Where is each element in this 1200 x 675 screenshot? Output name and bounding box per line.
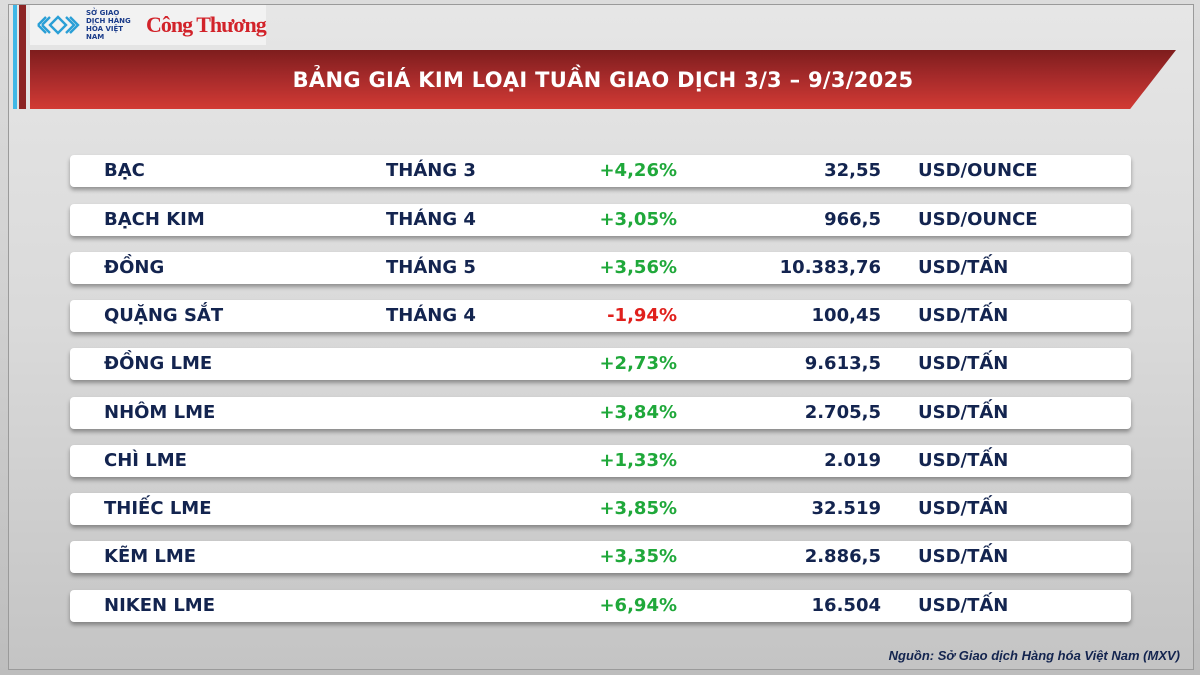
logo-area: SỞ GIAO DỊCH HÀNG HÓA VIỆT NAM Công Thươ… xyxy=(30,5,267,45)
table-row: BẠCH KIM THÁNG 4 +3,05% 966,5 USD/OUNCE xyxy=(70,204,1131,236)
metal-name: ĐỒNG LME xyxy=(104,353,213,374)
price-change: +3,85% xyxy=(599,498,677,519)
price-unit: USD/TẤN xyxy=(918,402,1009,423)
price-value: 32,55 xyxy=(824,160,881,181)
price-unit: USD/OUNCE xyxy=(918,160,1038,181)
accent-bar-red xyxy=(19,5,26,109)
price-value: 966,5 xyxy=(824,209,881,230)
table-row: CHÌ LME +1,33% 2.019 USD/TẤN xyxy=(70,445,1131,477)
price-value: 10.383,76 xyxy=(779,257,881,278)
metal-name: NIKEN LME xyxy=(104,595,216,616)
page-title: BẢNG GIÁ KIM LOẠI TUẦN GIAO DỊCH 3/3 – 9… xyxy=(292,67,914,92)
price-change: +1,33% xyxy=(599,450,677,471)
price-value: 2.019 xyxy=(824,450,881,471)
price-change: +3,84% xyxy=(599,402,677,423)
contract-month: THÁNG 3 xyxy=(386,160,476,181)
metal-name: KẼM LME xyxy=(104,546,197,567)
price-unit: USD/TẤN xyxy=(918,257,1009,278)
price-unit: USD/TẤN xyxy=(918,353,1009,374)
table-row: NHÔM LME +3,84% 2.705,5 USD/TẤN xyxy=(70,397,1131,429)
price-value: 32.519 xyxy=(811,498,881,519)
metal-name: QUẶNG SẮT xyxy=(104,305,224,326)
price-value: 9.613,5 xyxy=(804,353,881,374)
price-change: +2,73% xyxy=(599,353,677,374)
price-change: +3,35% xyxy=(599,546,677,567)
metal-name: THIẾC LME xyxy=(104,498,212,519)
table-row: THIẾC LME +3,85% 32.519 USD/TẤN xyxy=(70,493,1131,525)
price-change: +3,05% xyxy=(599,209,677,230)
price-change: +4,26% xyxy=(599,160,677,181)
price-unit: USD/TẤN xyxy=(918,305,1009,326)
mxv-logo-text: SỞ GIAO DỊCH HÀNG HÓA VIỆT NAM xyxy=(86,9,131,41)
price-unit: USD/TẤN xyxy=(918,498,1009,519)
price-value: 16.504 xyxy=(811,595,881,616)
table-row: KẼM LME +3,35% 2.886,5 USD/TẤN xyxy=(70,541,1131,573)
price-value: 2.886,5 xyxy=(804,546,881,567)
metal-name: BẠCH KIM xyxy=(104,209,205,230)
price-change: -1,94% xyxy=(607,305,677,326)
congthuong-logo: Công Thương xyxy=(146,12,267,37)
metal-name: NHÔM LME xyxy=(104,402,216,423)
price-change: +6,94% xyxy=(599,595,677,616)
accent-bar-blue xyxy=(13,5,17,109)
mxv-logo-icon xyxy=(37,15,80,35)
price-change: +3,56% xyxy=(599,257,677,278)
contract-month: THÁNG 4 xyxy=(386,305,476,326)
source-note: Nguồn: Sở Giao dịch Hàng hóa Việt Nam (M… xyxy=(888,648,1180,663)
contract-month: THÁNG 4 xyxy=(386,209,476,230)
table-row: ĐỒNG LME +2,73% 9.613,5 USD/TẤN xyxy=(70,348,1131,380)
price-unit: USD/TẤN xyxy=(918,595,1009,616)
price-value: 100,45 xyxy=(811,305,881,326)
metal-name: CHÌ LME xyxy=(104,450,187,471)
title-banner xyxy=(30,50,1176,109)
table-row: BẠC THÁNG 3 +4,26% 32,55 USD/OUNCE xyxy=(70,155,1131,187)
table-row: QUẶNG SẮT THÁNG 4 -1,94% 100,45 USD/TẤN xyxy=(70,300,1131,332)
metal-name: ĐỒNG xyxy=(104,257,165,278)
price-unit: USD/TẤN xyxy=(918,546,1009,567)
price-value: 2.705,5 xyxy=(804,402,881,423)
table-row: ĐỒNG THÁNG 5 +3,56% 10.383,76 USD/TẤN xyxy=(70,252,1131,284)
price-unit: USD/TẤN xyxy=(918,450,1009,471)
contract-month: THÁNG 5 xyxy=(386,257,476,278)
price-unit: USD/OUNCE xyxy=(918,209,1038,230)
table-row: NIKEN LME +6,94% 16.504 USD/TẤN xyxy=(70,590,1131,622)
metal-name: BẠC xyxy=(104,160,145,181)
